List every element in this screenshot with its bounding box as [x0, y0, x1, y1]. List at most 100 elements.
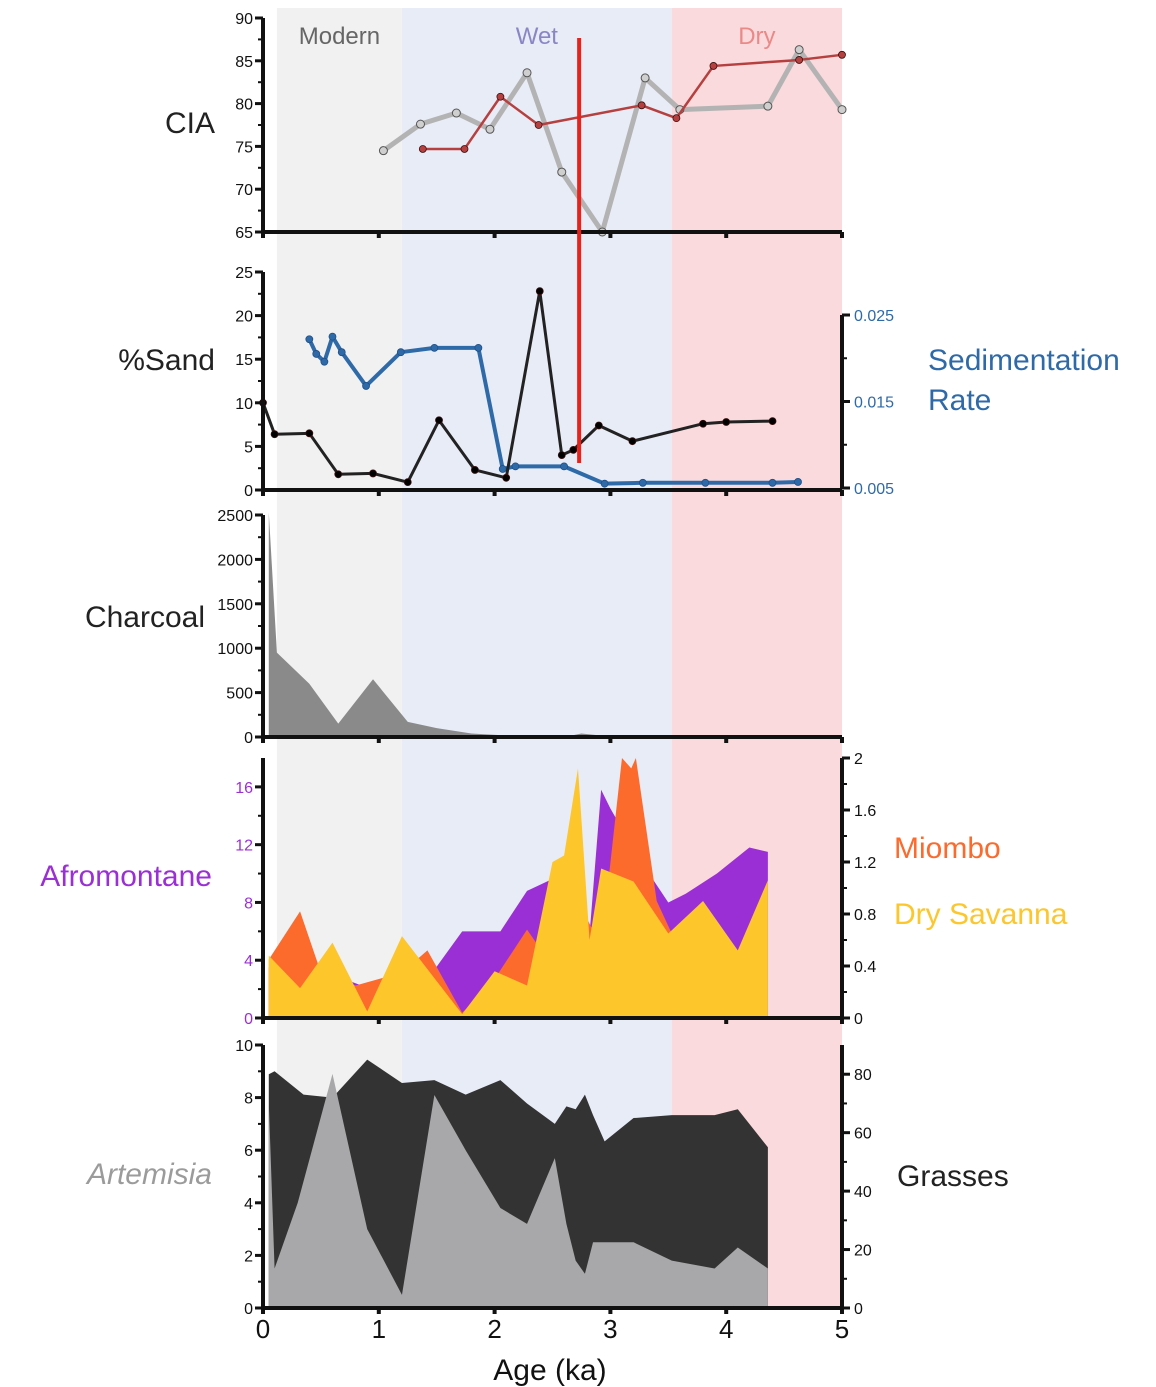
sand-point: [794, 478, 802, 486]
grasses-left-label: Artemisia: [85, 1158, 212, 1191]
charcoal-left-tick-label: 1500: [217, 597, 253, 614]
cia-point: [496, 92, 505, 101]
afromontane-left-tick-label: 12: [235, 838, 253, 855]
sand-point: [569, 445, 578, 454]
sand-left-tick-label: 15: [235, 352, 253, 369]
zone-label-wet: Wet: [516, 23, 559, 50]
afromontane-left-tick-label: 4: [244, 953, 253, 970]
charcoal-left-tick-label: 2500: [217, 508, 253, 525]
grasses-right-label: Grasses: [897, 1160, 1009, 1193]
grasses-right-tick-label: 60: [854, 1126, 872, 1143]
cia-point: [795, 56, 804, 64]
x-axis-title: Age (ka): [493, 1354, 606, 1387]
sand-right-tick-label: 0.005: [854, 481, 894, 498]
sand-right-tick-label: 0.025: [854, 308, 894, 325]
sand-point: [557, 451, 566, 460]
cia-point: [640, 73, 650, 83]
sand-point: [594, 421, 603, 430]
sand-point: [312, 350, 321, 358]
x-tick-label: 4: [719, 1314, 733, 1344]
sand-point: [305, 335, 314, 344]
grasses-area-0: [268, 1059, 768, 1308]
grasses-right-tick-label: 20: [854, 1243, 872, 1260]
cia-point: [637, 101, 646, 110]
sand-right-tick-label: 0.015: [854, 395, 894, 412]
sand-left-tick-label: 20: [235, 309, 253, 326]
charcoal-area-0: [268, 512, 672, 737]
cia-point: [418, 145, 427, 153]
sand-point: [502, 473, 511, 482]
grasses-area-1: [268, 1073, 768, 1308]
cia-point: [672, 114, 681, 123]
cia-point: [763, 101, 773, 111]
sand-left-tick-label: 25: [235, 265, 253, 282]
sand-left-tick-label: 0: [244, 483, 253, 500]
charcoal-left-tick-label: 0: [244, 730, 253, 747]
x-tick-label: 0: [256, 1314, 270, 1344]
sand-left-label: %Sand: [118, 344, 215, 377]
cia-point: [415, 119, 425, 129]
climate-zones: [276, 8, 842, 1308]
x-tick-label: 3: [603, 1314, 617, 1344]
charcoal-left-tick-label: 1000: [217, 641, 253, 658]
sand-right-label: Rate: [928, 384, 991, 417]
cia-point: [534, 121, 543, 129]
cia-point: [794, 45, 804, 55]
sand-point: [369, 469, 377, 478]
afromontane-legend-label: Miombo: [894, 832, 1001, 865]
x-tick-label: 1: [372, 1314, 386, 1344]
sand-point: [638, 478, 647, 487]
afromontane-right-tick-label: 1.2: [854, 855, 876, 872]
sand-point: [701, 478, 710, 487]
cia-left-tick-label: 65: [235, 225, 253, 242]
grasses-left-tick-label: 8: [244, 1091, 253, 1108]
sand-point: [362, 382, 370, 390]
sand-point: [337, 348, 346, 357]
cia-point: [557, 167, 567, 177]
sand-point: [334, 470, 343, 479]
sand-point: [471, 466, 479, 474]
sand-point: [768, 417, 777, 426]
cia-point: [522, 68, 532, 78]
cia-left-tick-label: 70: [235, 182, 253, 199]
data-series: [259, 45, 847, 1308]
cia-left-tick-label: 85: [235, 54, 253, 71]
sand-point: [498, 465, 507, 473]
cia-point: [838, 50, 846, 59]
grasses-left-tick-label: 0: [244, 1301, 253, 1318]
sand-point: [396, 348, 405, 357]
sand-left-tick-label: 5: [244, 439, 253, 456]
sand-point: [628, 437, 637, 446]
grasses-left-tick-label: 6: [244, 1143, 253, 1160]
sand-point: [403, 478, 412, 487]
grasses-left-tick-label: 10: [235, 1038, 253, 1055]
charcoal-left-tick-label: 2000: [217, 552, 253, 569]
sand-point: [435, 416, 443, 425]
afromontane-right-tick-label: 1.6: [854, 803, 876, 820]
grasses-left-tick-label: 4: [244, 1196, 253, 1213]
grasses-right-tick-label: 80: [854, 1067, 872, 1084]
grasses-left-tick-label: 2: [244, 1248, 253, 1265]
charcoal-left-tick-label: 500: [226, 686, 253, 703]
sand-point: [305, 429, 314, 438]
sand-point: [600, 479, 609, 488]
cia-left-tick-label: 75: [235, 139, 253, 156]
sand-point: [474, 343, 483, 352]
zone-label-modern: Modern: [299, 23, 380, 50]
afromontane-left-tick-label: 16: [235, 780, 253, 797]
sand-point: [722, 418, 731, 426]
axes: 65707580859005101520250.0050.0150.025050…: [217, 11, 894, 1344]
grasses-right-tick-label: 40: [854, 1184, 872, 1201]
sand-point: [511, 462, 520, 471]
afromontane-legend-label: Dry Savanna: [894, 898, 1068, 931]
panel-labels: Modern Wet Dry CIA %Sand Sedimentation Rate Cha…: [40, 23, 1120, 1193]
charcoal-left-label: Charcoal: [85, 601, 205, 634]
afromontane-right-tick-label: 0.4: [854, 959, 876, 976]
afromontane-right-tick-label: 0.8: [854, 907, 876, 924]
sand-right-label: Sedimentation: [928, 344, 1120, 377]
cia-point: [451, 108, 461, 118]
x-tick-label: 2: [487, 1314, 501, 1344]
cia-point: [460, 145, 469, 153]
afromontane-left-tick-label: 8: [244, 895, 253, 912]
